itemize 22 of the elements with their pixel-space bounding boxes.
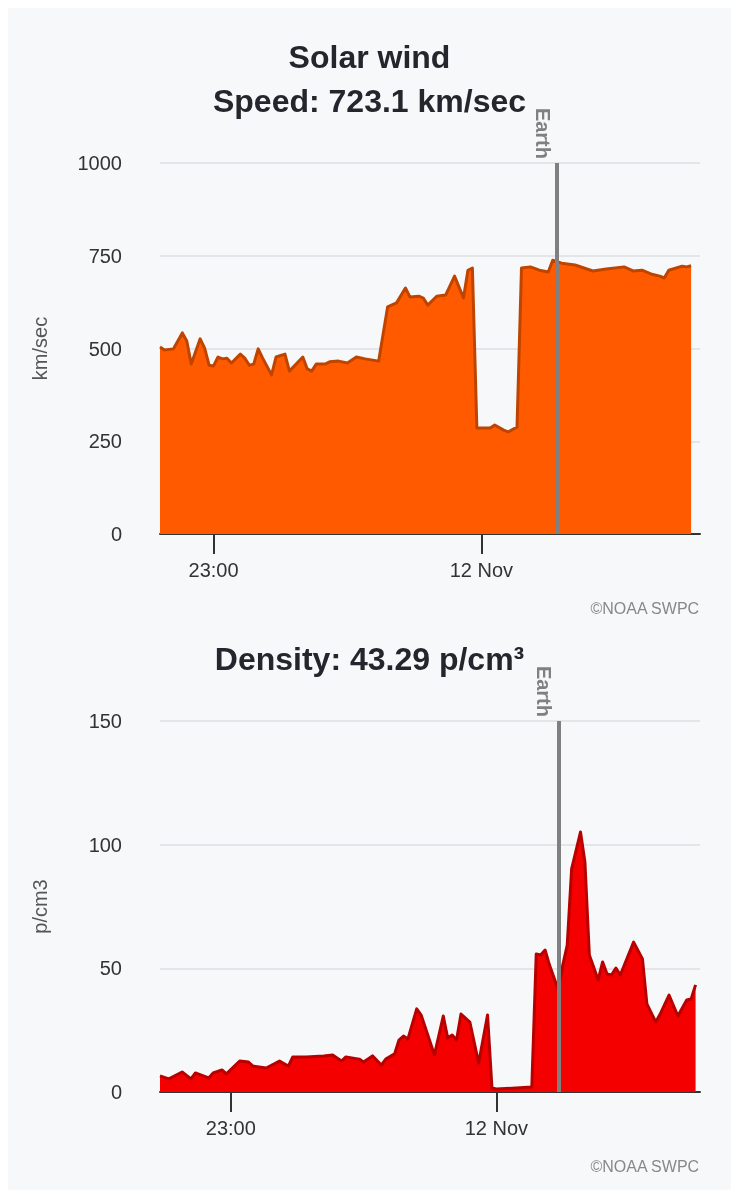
y-tick-label: 250 xyxy=(88,430,122,453)
ref-line-label: Earth xyxy=(532,107,555,159)
x-tick-label: 12 Nov xyxy=(464,1117,529,1139)
y-axis-title: km/sec xyxy=(29,316,51,381)
x-tick-label: 23:00 xyxy=(205,1117,256,1139)
chart-title: Density: 43.29 p/cm³ xyxy=(214,641,525,677)
y-tick-label: 1000 xyxy=(77,152,122,174)
y-tick-label: 500 xyxy=(88,337,122,360)
chart-subtitle: Speed: 723.1 km/sec xyxy=(212,83,527,119)
x-tick-label: 23:00 xyxy=(188,559,239,581)
y-tick-label: 750 xyxy=(88,244,122,267)
y-tick-label: 100 xyxy=(88,833,122,856)
y-tick-label: 0 xyxy=(110,523,122,545)
y-axis-title: p/cm3 xyxy=(29,879,51,934)
y-tick-label: 50 xyxy=(99,957,122,980)
text: ©NOAA SWPC xyxy=(590,599,700,617)
chart-title: Solar wind xyxy=(288,39,451,75)
ref-line-label: Earth xyxy=(533,665,556,717)
text: ©NOAA SWPC xyxy=(590,1157,700,1175)
x-tick-label: 12 Nov xyxy=(449,559,514,581)
y-tick-label: 150 xyxy=(88,710,122,732)
y-tick-label: 0 xyxy=(110,1081,122,1103)
